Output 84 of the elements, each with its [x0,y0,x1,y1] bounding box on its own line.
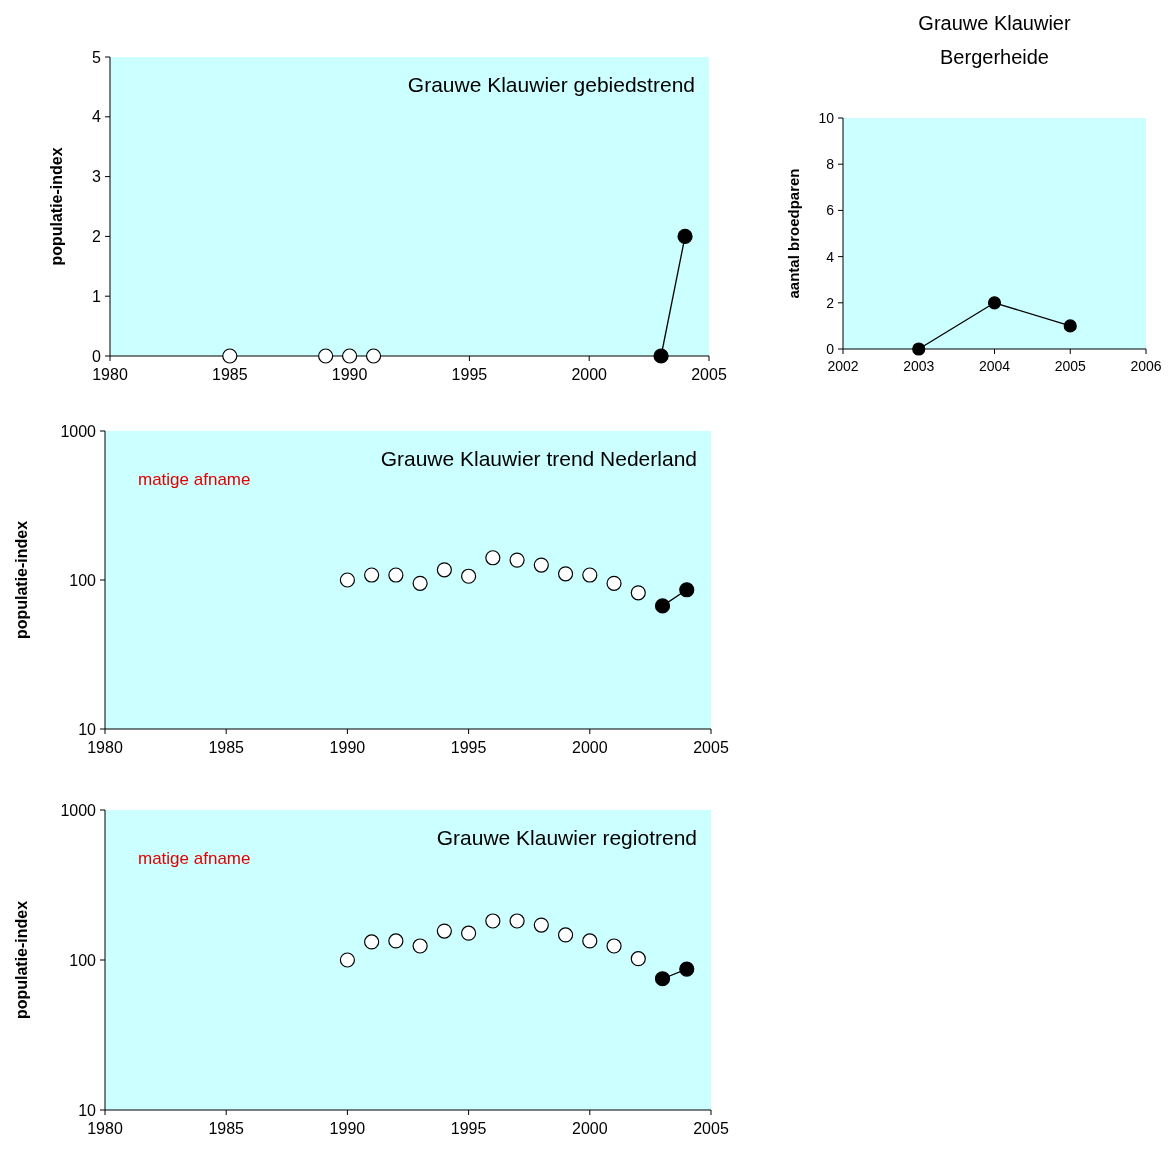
point [679,582,695,598]
point [412,575,428,591]
point [436,923,452,939]
text: Grauwe Klauwier trend Nederland [380,447,697,470]
annotation: matige afname [138,470,251,489]
point [987,296,1002,310]
point [1063,319,1077,333]
point [557,566,574,582]
x-tick-label: 1990 [329,739,366,756]
point [582,567,598,583]
y-tick-label: 8 [826,156,835,173]
point [339,952,355,968]
x-tick-label: 2005 [693,1120,729,1137]
point [436,562,452,578]
chart-title: Grauwe Klauwier Bergerheide [918,12,1071,68]
x-tick-label: 2003 [903,358,935,374]
point [606,938,622,954]
x-tick-label: 2005 [693,739,729,756]
point [364,934,380,950]
x-tick-label: 1980 [87,1120,123,1137]
point [412,938,428,954]
y-axis-title: populatie-index [13,900,30,1020]
y-tick-label: 2 [92,228,102,245]
y-tick-label: 3 [92,168,102,186]
y-tick-label: 4 [92,108,102,126]
x-tick-label: 2005 [1054,358,1087,374]
y-tick-label: 1000 [60,801,97,819]
y-axis-title: aantal broedparen [785,168,802,299]
y-axis-title: populatie-index [13,520,30,640]
text: Grauwe Klauwier regiotrend [436,826,697,849]
point [509,913,525,929]
point [461,568,477,584]
point [582,933,598,949]
x-tick-label: 2005 [691,366,727,383]
y-tick-label: 6 [826,202,835,219]
y-tick-label: 2 [826,294,835,311]
y-tick-label: 4 [826,248,835,265]
point [485,550,501,566]
y-tick-label: 0 [92,347,102,365]
x-tick-label: 1985 [208,1120,245,1137]
point [679,961,695,977]
point [557,927,574,943]
point [630,585,646,601]
x-tick-label: 1980 [87,739,123,756]
y-tick-label: 100 [69,951,97,969]
y-tick-label: 1000 [60,422,97,440]
point [533,557,549,573]
point [630,951,646,967]
point [339,572,355,588]
point [654,598,671,614]
y-tick-label: 10 [78,720,97,738]
x-tick-label: 1990 [331,366,368,383]
y-tick-label: 5 [92,48,102,66]
y-axis-title: populatie-index [48,147,65,266]
y-tick-label: 0 [826,340,835,357]
text: Grauwe Klauwier gebiedstrend [407,73,695,96]
x-tick-label: 1990 [329,1120,366,1137]
x-tick-label: 2000 [571,366,608,383]
x-tick-label: 1995 [450,1120,487,1137]
x-tick-label: 1995 [450,739,487,756]
x-tick-label: 2000 [572,1120,608,1137]
point [364,567,380,583]
x-tick-label: 2002 [827,358,859,374]
y-tick-label: 10 [78,1101,97,1119]
point [485,913,501,929]
x-tick-label: 1985 [208,739,245,756]
point [912,342,926,356]
point [461,925,477,941]
point [388,933,404,949]
annotation: matige afname [138,849,251,868]
x-tick-label: 2006 [1130,358,1162,374]
x-tick-label: 1980 [92,366,128,383]
point [509,552,525,568]
point [606,575,622,591]
point [533,917,549,933]
x-tick-label: 2004 [978,358,1011,374]
y-tick-label: 100 [69,571,97,589]
y-tick-label: 10 [818,109,835,126]
point [388,567,404,583]
x-tick-label: 1985 [212,366,248,383]
point [654,971,671,987]
x-tick-label: 1995 [451,366,488,383]
x-tick-label: 2000 [572,739,608,756]
y-tick-label: 1 [92,287,102,305]
